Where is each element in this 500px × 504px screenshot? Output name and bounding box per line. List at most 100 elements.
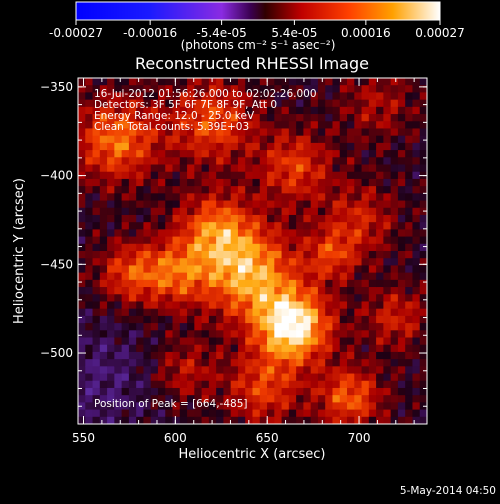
heatmap-cell: [237, 258, 246, 266]
heatmap-cell: [187, 287, 195, 295]
heatmap-cell: [172, 265, 181, 274]
heatmap-cell: [208, 251, 217, 259]
heatmap-cell: [310, 157, 319, 165]
heatmap-cell: [92, 236, 101, 245]
heatmap-cell: [397, 366, 406, 375]
heatmap-cell: [288, 380, 297, 389]
heatmap-cell: [339, 359, 348, 367]
heatmap-cell: [150, 294, 159, 302]
heatmap-cell: [201, 337, 210, 346]
heatmap-cell: [85, 359, 94, 367]
heatmap-cell: [121, 85, 130, 93]
heatmap-cell: [383, 200, 392, 209]
heatmap-cell: [274, 359, 283, 367]
heatmap-cell: [208, 258, 217, 266]
heatmap-cell: [354, 344, 363, 353]
heatmap-cell: [92, 359, 101, 367]
heatmap-cell: [288, 164, 297, 173]
heatmap-cell: [114, 258, 123, 266]
heatmap-cell: [332, 380, 341, 389]
heatmap-cell: [172, 99, 181, 108]
heatmap-cell: [107, 387, 115, 396]
heatmap-cell: [208, 380, 217, 389]
heatmap-cell: [296, 99, 304, 108]
heatmap-cell: [376, 164, 384, 173]
heatmap-cell: [259, 323, 268, 331]
heatmap-cell: [252, 243, 261, 252]
heatmap-cell: [274, 106, 283, 115]
heatmap-cell: [99, 416, 108, 424]
heatmap-cell: [143, 308, 152, 317]
heatmap-cell: [179, 351, 188, 360]
heatmap-cell: [216, 99, 224, 108]
heatmap-cell: [317, 387, 326, 396]
heatmap-cell: [419, 106, 427, 115]
heatmap-cell: [92, 301, 101, 310]
heatmap-cell: [339, 402, 348, 411]
heatmap-cell: [121, 323, 130, 331]
heatmap-cell: [288, 243, 297, 252]
heatmap-cell: [128, 323, 137, 331]
heatmap-cell: [347, 229, 355, 238]
heatmap-cell: [296, 114, 304, 122]
heatmap-cell: [99, 265, 108, 274]
heatmap-cell: [390, 243, 399, 252]
colorbar-tick-label: -5.4e-05: [196, 26, 246, 40]
heatmap-cell: [121, 251, 130, 259]
heatmap-cell: [223, 85, 232, 93]
heatmap-cell: [172, 272, 181, 281]
heatmap-cell: [201, 366, 210, 375]
heatmap-cell: [281, 193, 290, 202]
heatmap-cell: [405, 258, 413, 266]
heatmap-cell: [405, 229, 413, 238]
heatmap-cell: [281, 106, 290, 115]
heatmap-cell: [208, 193, 217, 202]
heatmap-cell: [419, 128, 427, 137]
heatmap-cell: [194, 344, 203, 353]
heatmap-cell: [259, 315, 268, 324]
heatmap-cell: [397, 128, 406, 137]
heatmap-cell: [143, 380, 152, 389]
heatmap-cell: [303, 243, 312, 252]
heatmap-cell: [121, 99, 130, 108]
heatmap-cell: [136, 178, 144, 187]
heatmap-cell: [274, 142, 283, 151]
heatmap-cell: [201, 330, 210, 338]
heatmap-cell: [237, 409, 246, 418]
heatmap-cell: [252, 142, 261, 151]
heatmap-cell: [361, 409, 370, 418]
heatmap-cell: [383, 171, 392, 180]
heatmap-cell: [216, 344, 224, 353]
heatmap-cell: [245, 287, 253, 295]
heatmap-cell: [187, 387, 195, 396]
heatmap-cell: [347, 243, 355, 252]
heatmap-cell: [405, 351, 413, 360]
heatmap-cell: [368, 157, 377, 165]
heatmap-cell: [107, 92, 115, 101]
heatmap-cell: [223, 200, 232, 209]
heatmap-cell: [288, 207, 297, 216]
heatmap-cell: [412, 272, 421, 281]
heatmap-cell: [325, 229, 333, 238]
heatmap-cell: [223, 186, 232, 194]
heatmap-cell: [107, 157, 115, 165]
heatmap-cell: [252, 294, 261, 302]
heatmap-cell: [376, 308, 384, 317]
heatmap-cell: [383, 272, 392, 281]
heatmap-cell: [150, 106, 159, 115]
heatmap-cell: [157, 157, 166, 165]
heatmap-cell: [92, 164, 101, 173]
heatmap-cell: [237, 387, 246, 396]
heatmap-cell: [230, 92, 239, 101]
heatmap-cell: [165, 178, 174, 187]
heatmap-cell: [201, 99, 210, 108]
heatmap-cell: [361, 78, 370, 86]
heatmap-cell: [317, 402, 326, 411]
heatmap-cell: [165, 193, 174, 202]
heatmap-cell: [383, 351, 392, 360]
heatmap-cell: [114, 157, 123, 165]
heatmap-cell: [187, 251, 195, 259]
heatmap-cell: [230, 351, 239, 360]
heatmap-cell: [296, 287, 304, 295]
heatmap-cell: [92, 323, 101, 331]
